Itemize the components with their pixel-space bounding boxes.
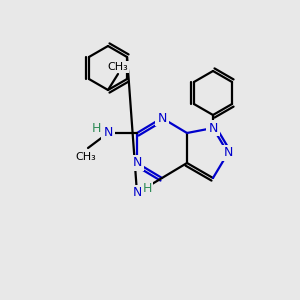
Text: H: H	[91, 122, 101, 134]
Text: N: N	[103, 127, 113, 140]
Text: N: N	[132, 187, 142, 200]
Text: CH₃: CH₃	[76, 152, 96, 162]
Text: N: N	[208, 122, 218, 134]
Text: N: N	[157, 112, 167, 124]
Text: N: N	[132, 157, 142, 169]
Text: N: N	[223, 146, 233, 160]
Text: H: H	[142, 182, 152, 196]
Text: CH₃: CH₃	[108, 62, 128, 72]
